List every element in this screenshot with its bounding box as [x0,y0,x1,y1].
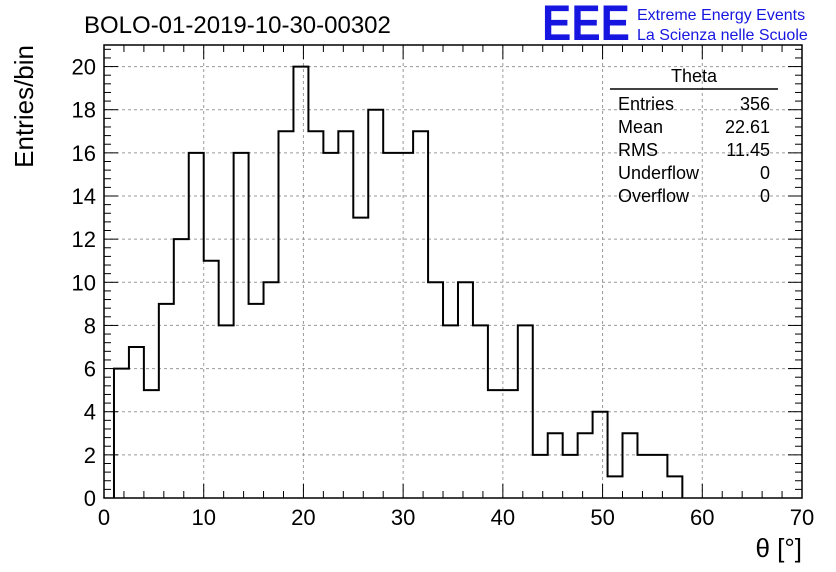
histogram-bin [398,153,413,498]
histogram-bin [144,390,159,498]
stats-box: Theta Entries 356 Mean 22.61 RMS 11.45 Underflo… [610,66,778,206]
histogram-bin [189,153,204,498]
histogram-bin [593,412,608,498]
stats-value: 22.61 [725,117,770,137]
x-tick-label: 40 [491,505,515,530]
logo-mark: EEE [542,0,630,51]
stats-value: 0 [760,163,770,183]
y-tick-label: 8 [84,313,96,338]
stats-value: 0 [760,186,770,206]
histogram-bin [204,261,219,498]
histogram-bin [383,153,398,498]
eee-logo: EEE Extreme Energy Events La Scienza nel… [542,0,808,51]
histogram-bin [159,304,174,498]
plot-frame [103,44,803,499]
y-tick-label: 20 [72,55,96,80]
logo-line-1: Extreme Energy Events [637,7,805,24]
x-tick-label: 30 [391,505,415,530]
stats-label: Entries [618,94,674,114]
histogram-bin [353,218,368,498]
histogram-bin [458,282,473,498]
histogram-bin [608,476,623,498]
y-tick-label: 2 [84,443,96,468]
stats-value: 356 [740,94,770,114]
stats-value: 11.45 [726,140,770,160]
logo-line-2: La Scienza nelle Scuole [637,27,808,44]
y-axis-label: Entries/bin [9,45,39,168]
y-tick-label: 0 [84,486,96,511]
y-tick-label: 14 [72,184,96,209]
stats-label: RMS [618,140,658,160]
x-tick-label: 10 [191,505,215,530]
x-axis-label: θ [°] [755,533,802,563]
x-tick-label: 70 [790,505,814,530]
y-tick-label: 12 [72,227,96,252]
histogram-bin [129,347,144,498]
histogram-bin [293,67,308,498]
histogram-bin [443,325,458,498]
histogram-bin [667,476,682,498]
stats-label: Overflow [618,186,690,206]
histogram-bin [323,153,338,498]
histogram-bin [428,282,443,498]
histogram-bin [488,390,503,498]
tick-labels: 0 10 20 30 40 50 60 70 0 2 4 6 8 10 12 14 16 18 20 [72,55,815,530]
histogram-bin [249,304,264,498]
stats-title: Theta [671,66,718,86]
stats-label: Mean [618,117,663,137]
histogram-bin [308,131,323,498]
histogram-bin [279,131,294,498]
histogram-bin [264,282,279,498]
histogram-bin [413,131,428,498]
histogram-outline [112,65,684,498]
histogram-bin [338,131,353,498]
y-tick-label: 18 [72,98,96,123]
chart-title: BOLO-01-2019-10-30-00302 [84,12,391,39]
stats-label: Underflow [618,163,700,183]
histogram-bin [518,325,533,498]
histogram-bin [473,325,488,498]
x-tick-label: 50 [590,505,614,530]
histogram-bin [623,433,638,498]
y-tick-label: 10 [72,270,96,295]
histogram-bin [563,455,578,498]
histogram-bin [652,455,667,498]
histogram-bin [503,390,518,498]
x-tick-label: 20 [291,505,315,530]
x-tick-label: 0 [98,505,110,530]
histogram-bin [637,455,652,498]
histogram-bin [368,110,383,498]
axis-ticks [103,45,803,499]
histogram-bin [578,433,593,498]
histogram-bin [548,433,563,498]
y-tick-label: 16 [72,141,96,166]
y-tick-label: 4 [84,400,96,425]
x-tick-label: 60 [690,505,714,530]
histogram-bin [234,153,249,498]
histogram-bin [174,239,189,498]
histogram-bin [114,369,129,498]
histogram-bin [219,325,234,498]
histogram-bin [533,455,548,498]
y-tick-label: 6 [84,357,96,382]
